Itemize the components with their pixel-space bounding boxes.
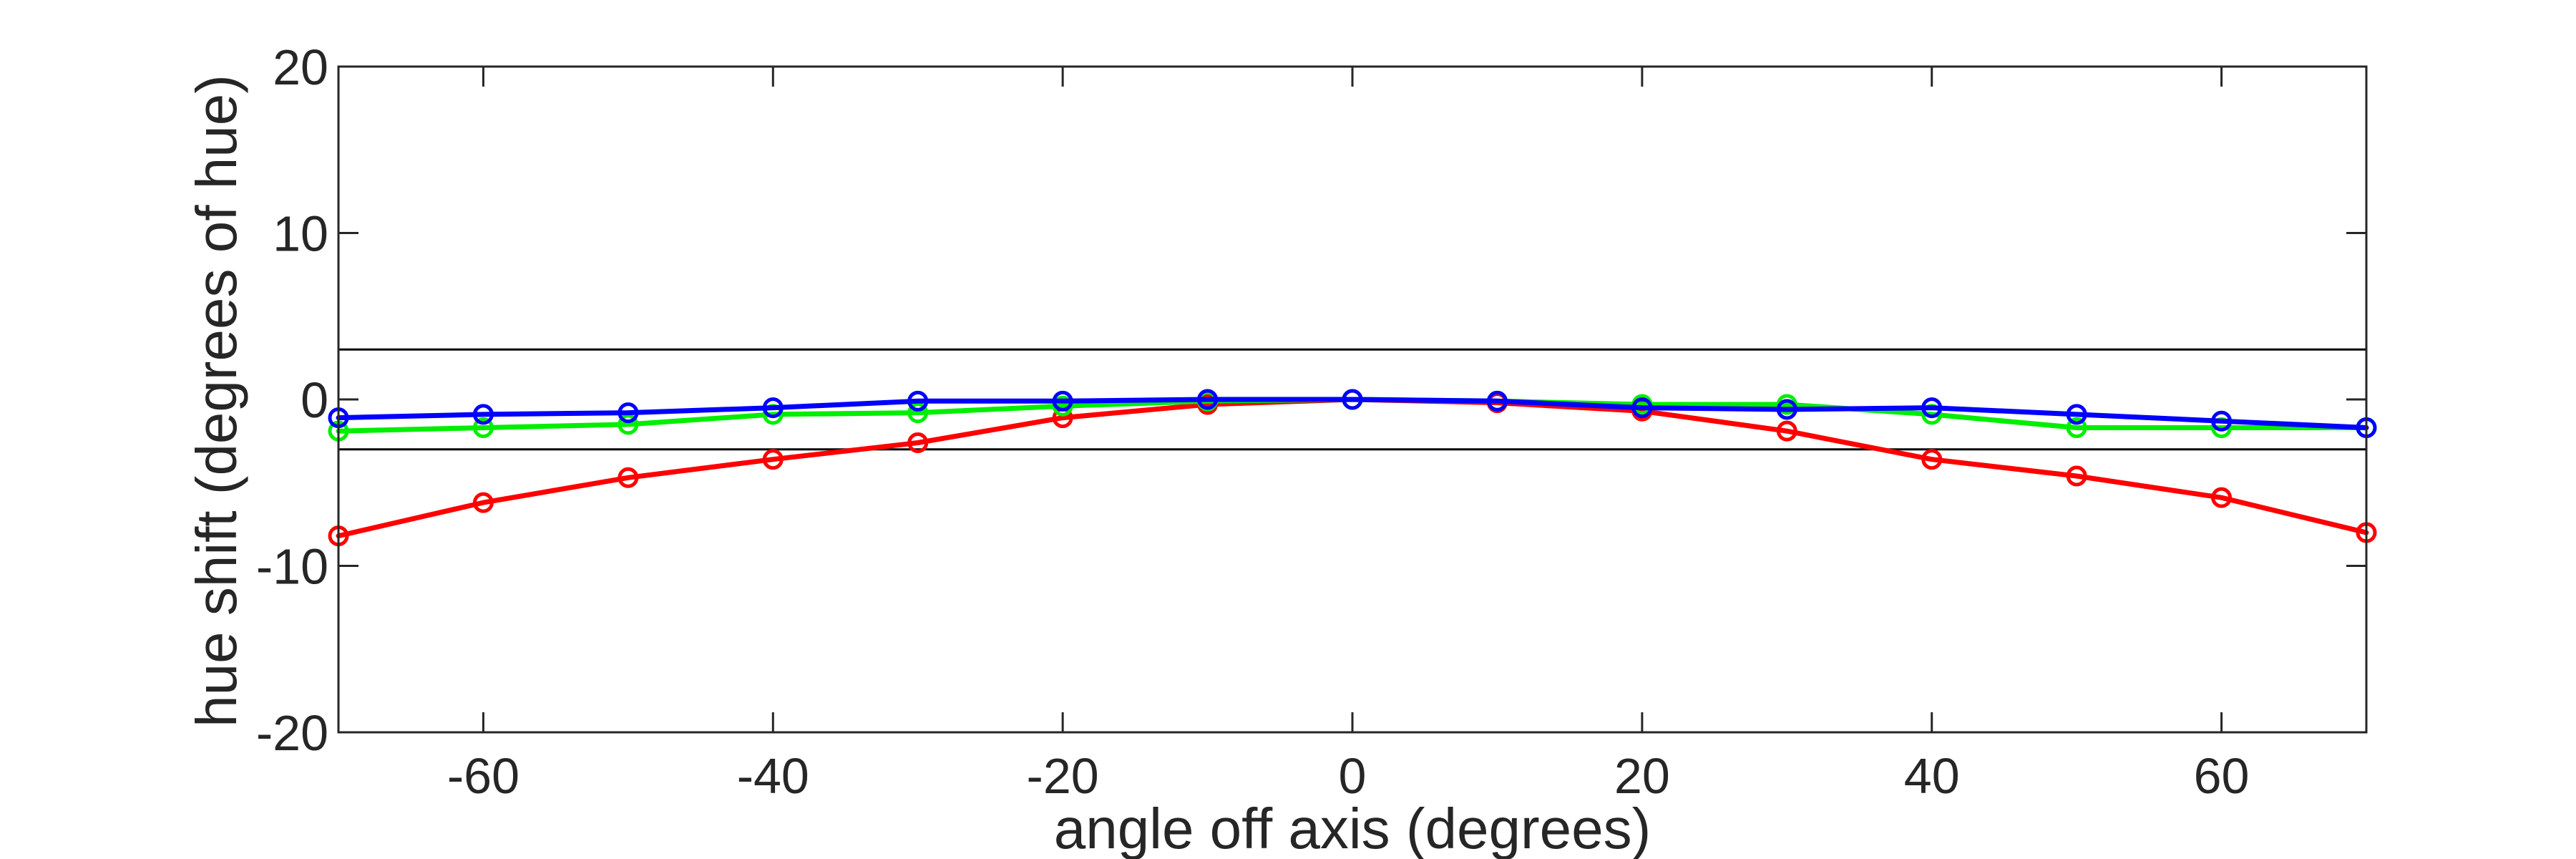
series-3-point bbox=[472, 404, 494, 425]
x-tick-label: 60 bbox=[2194, 748, 2250, 804]
y-tick-label: -20 bbox=[256, 705, 328, 761]
series-2-point bbox=[472, 417, 494, 439]
series-3-point bbox=[1631, 397, 1653, 419]
series-1-point bbox=[472, 492, 494, 513]
axes: -60 -40 -20 0 20 40 60 -20 -10 0 10 20 bbox=[256, 39, 2368, 804]
series-3-point bbox=[907, 390, 929, 412]
series-3-point bbox=[1342, 389, 1363, 410]
x-tick-label: 40 bbox=[1904, 748, 1960, 804]
series-2-point bbox=[618, 414, 639, 435]
series-3-point bbox=[2066, 404, 2087, 425]
x-tick-label: -40 bbox=[737, 748, 809, 804]
y-axis-title: hue shift (degrees of hue) bbox=[185, 74, 248, 727]
y-tick-label: 0 bbox=[301, 372, 328, 428]
series-1-point bbox=[762, 449, 784, 470]
series-1-point bbox=[907, 432, 929, 453]
series-line-3 bbox=[336, 397, 2369, 430]
x-axis-title: angle off axis (degrees) bbox=[1054, 797, 1652, 859]
plot-area bbox=[328, 348, 2377, 547]
x-tick-label: -20 bbox=[1027, 748, 1099, 804]
series-3-point bbox=[762, 397, 784, 419]
series-3-point bbox=[2211, 410, 2233, 432]
series-2-point bbox=[907, 402, 929, 424]
series-3-point bbox=[1486, 390, 1508, 412]
series-1-point bbox=[618, 467, 639, 488]
series-3-point bbox=[618, 402, 639, 424]
series-1-point bbox=[1776, 420, 1797, 442]
series-3-point bbox=[1052, 390, 1073, 412]
series-1-point bbox=[2211, 487, 2233, 508]
y-tick-label: 10 bbox=[273, 206, 328, 262]
series-3-point bbox=[1921, 397, 1943, 419]
x-tick-label: -60 bbox=[447, 748, 519, 804]
x-tick-label: 20 bbox=[1614, 748, 1670, 804]
series-3-point bbox=[1197, 389, 1219, 410]
y-tick-label: 20 bbox=[273, 39, 328, 95]
series-3-point bbox=[1776, 399, 1797, 420]
x-tick-label: 0 bbox=[1339, 748, 1367, 804]
series-1-point bbox=[2066, 465, 2087, 487]
series-1-point bbox=[1921, 449, 1943, 470]
y-tick-label: -10 bbox=[256, 539, 328, 595]
series-2-point bbox=[2066, 417, 2087, 439]
